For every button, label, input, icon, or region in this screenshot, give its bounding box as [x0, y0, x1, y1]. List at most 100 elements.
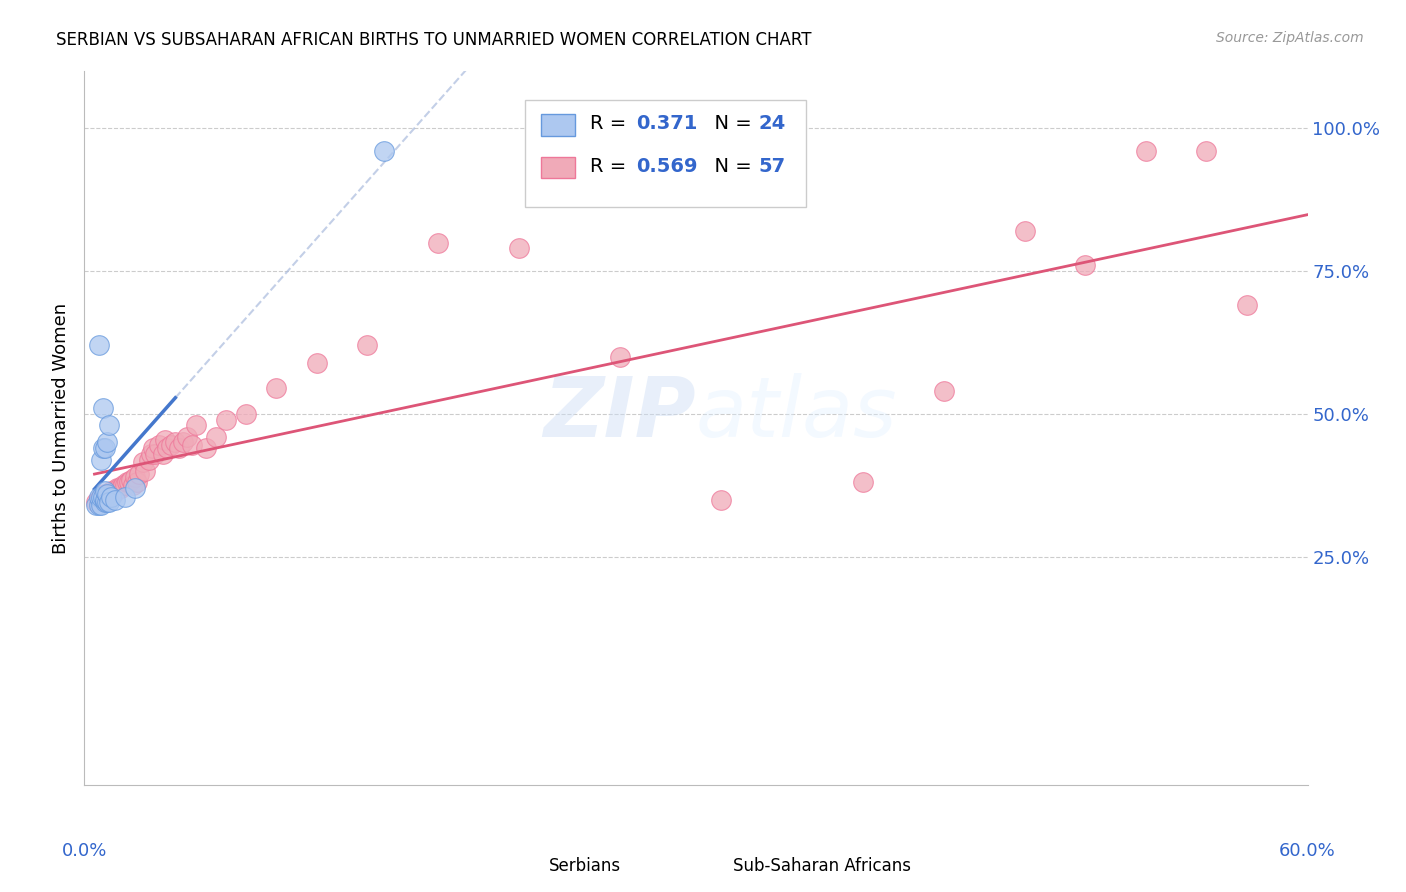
- Point: [97, 495, 120, 509]
- Text: R =: R =: [589, 157, 633, 176]
- Text: Sub-Saharan Africans: Sub-Saharan Africans: [733, 856, 911, 874]
- Point: [1195, 145, 1218, 159]
- Point: [120, 473, 142, 487]
- Point: [1236, 298, 1258, 312]
- Text: 0.569: 0.569: [636, 157, 697, 176]
- Text: N =: N =: [702, 114, 758, 133]
- Text: atlas: atlas: [696, 374, 897, 454]
- Point: [710, 492, 733, 507]
- Point: [97, 418, 120, 433]
- Point: [932, 384, 955, 398]
- Point: [110, 481, 132, 495]
- Point: [180, 438, 202, 452]
- Text: Source: ZipAtlas.com: Source: ZipAtlas.com: [1216, 31, 1364, 45]
- Point: [356, 338, 378, 352]
- FancyBboxPatch shape: [541, 157, 575, 178]
- Point: [122, 478, 145, 492]
- Point: [90, 498, 112, 512]
- Point: [86, 498, 108, 512]
- Point: [165, 435, 187, 450]
- Point: [96, 435, 118, 450]
- Point: [169, 441, 191, 455]
- Text: 24: 24: [758, 114, 786, 133]
- Point: [160, 438, 183, 452]
- Point: [194, 441, 217, 455]
- Text: R =: R =: [589, 114, 633, 133]
- Point: [204, 430, 226, 444]
- Point: [172, 435, 194, 450]
- Point: [266, 381, 288, 395]
- Point: [87, 498, 110, 512]
- Point: [90, 490, 112, 504]
- Point: [87, 490, 110, 504]
- Point: [93, 441, 115, 455]
- Point: [104, 492, 127, 507]
- FancyBboxPatch shape: [524, 100, 806, 207]
- Point: [93, 492, 115, 507]
- Text: 0.0%: 0.0%: [62, 842, 107, 860]
- Point: [156, 441, 179, 455]
- Point: [100, 483, 122, 498]
- Point: [852, 475, 875, 490]
- Point: [93, 483, 115, 498]
- Point: [142, 441, 165, 455]
- Point: [93, 487, 115, 501]
- Point: [138, 452, 160, 467]
- Point: [90, 452, 112, 467]
- Point: [101, 487, 124, 501]
- Point: [235, 407, 257, 421]
- Point: [114, 490, 136, 504]
- Point: [508, 241, 530, 255]
- Point: [104, 483, 127, 498]
- Text: 57: 57: [758, 157, 786, 176]
- Point: [609, 350, 631, 364]
- Point: [105, 481, 128, 495]
- Point: [91, 495, 114, 509]
- Point: [124, 469, 146, 483]
- Point: [132, 455, 155, 469]
- Point: [90, 490, 112, 504]
- Point: [87, 338, 110, 352]
- Point: [87, 492, 110, 507]
- Point: [96, 487, 118, 501]
- Point: [100, 490, 122, 504]
- Point: [373, 145, 395, 159]
- Point: [305, 355, 328, 369]
- Text: 60.0%: 60.0%: [1279, 842, 1336, 860]
- Point: [93, 495, 115, 509]
- Point: [107, 481, 129, 495]
- Point: [124, 481, 146, 495]
- Y-axis label: Births to Unmarried Women: Births to Unmarried Women: [52, 302, 70, 554]
- Point: [91, 490, 114, 504]
- Point: [143, 447, 166, 461]
- Point: [427, 235, 450, 250]
- Point: [215, 412, 238, 426]
- Point: [115, 475, 138, 490]
- Point: [96, 495, 118, 509]
- Point: [1135, 145, 1157, 159]
- Point: [134, 464, 156, 478]
- Point: [91, 441, 114, 455]
- Point: [86, 495, 108, 509]
- FancyBboxPatch shape: [541, 114, 575, 136]
- Point: [118, 475, 141, 490]
- Point: [128, 467, 150, 481]
- Point: [176, 430, 198, 444]
- Point: [139, 447, 162, 461]
- Point: [96, 490, 118, 504]
- FancyBboxPatch shape: [519, 858, 546, 874]
- Point: [155, 433, 177, 447]
- Text: ZIP: ZIP: [543, 374, 696, 454]
- Point: [1014, 224, 1036, 238]
- Text: N =: N =: [702, 157, 758, 176]
- Text: SERBIAN VS SUBSAHARAN AFRICAN BIRTHS TO UNMARRIED WOMEN CORRELATION CHART: SERBIAN VS SUBSAHARAN AFRICAN BIRTHS TO …: [56, 31, 811, 49]
- Point: [125, 475, 148, 490]
- FancyBboxPatch shape: [702, 858, 728, 874]
- Point: [111, 478, 134, 492]
- Point: [1074, 259, 1097, 273]
- Point: [97, 487, 120, 501]
- Point: [152, 447, 174, 461]
- Point: [91, 401, 114, 416]
- Text: Serbians: Serbians: [550, 856, 621, 874]
- Point: [184, 418, 207, 433]
